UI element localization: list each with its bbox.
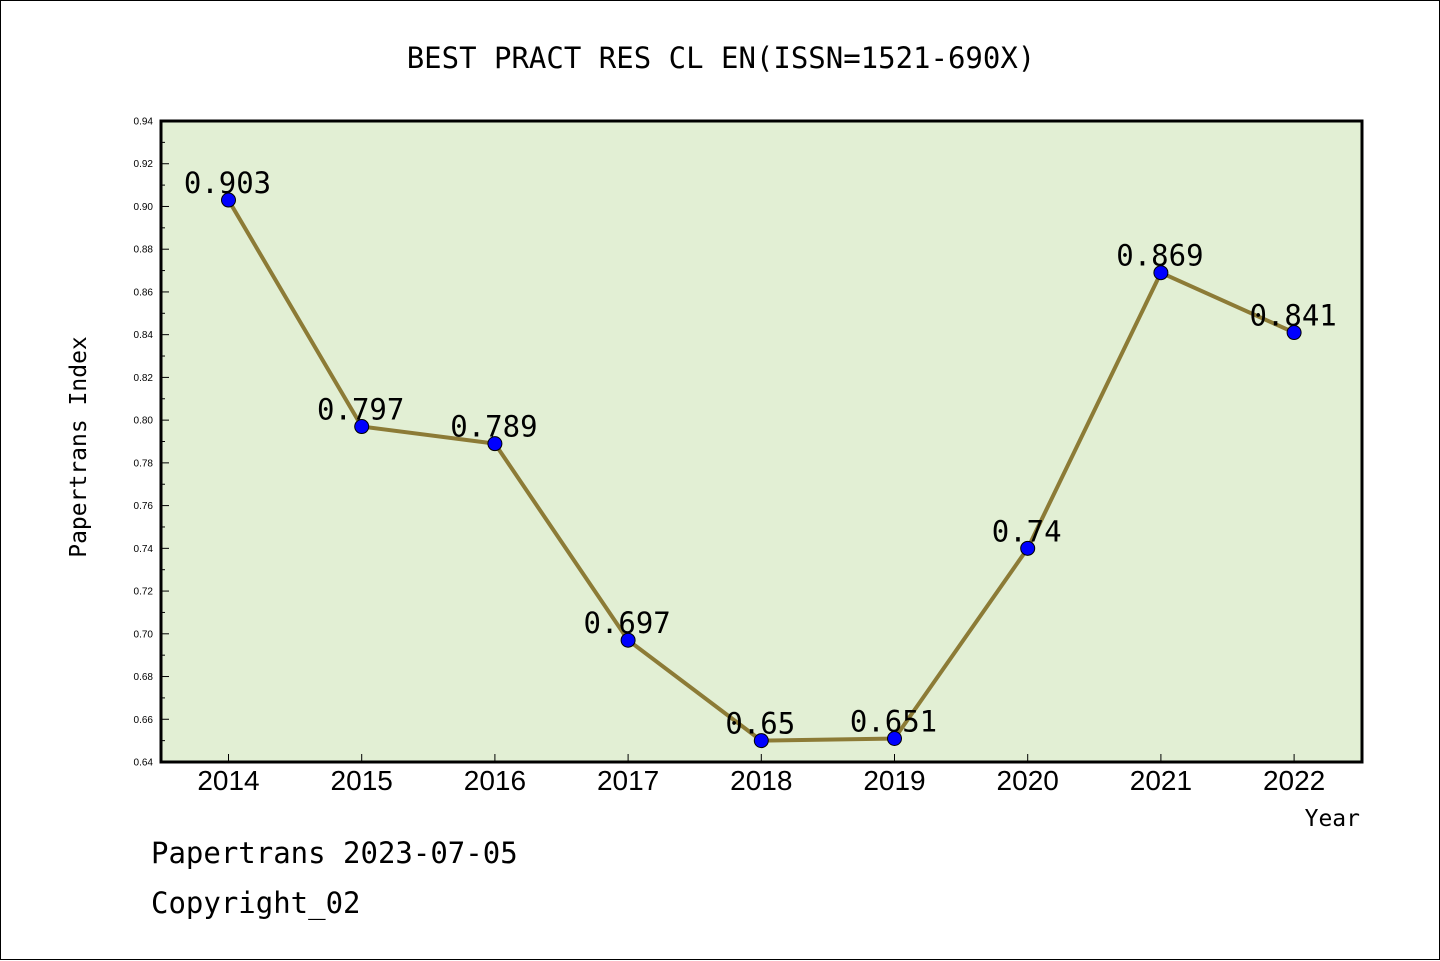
y-tick-label: 0.94 <box>134 117 154 128</box>
marker-group <box>221 192 1302 749</box>
y-tick-label: 0.76 <box>134 501 154 512</box>
y-axis: 0.64 0.66 0.68 0.70 0.72 0.74 0.76 0.78 0.80 0.82… <box>134 117 169 769</box>
data-label: 0.797 <box>317 393 404 427</box>
plot-area <box>159 119 1364 764</box>
y-tick-label: 0.86 <box>134 287 154 298</box>
footer-copyright: Copyright_02 <box>151 886 361 920</box>
data-point-marker <box>221 192 236 208</box>
data-label: 0.841 <box>1249 299 1336 333</box>
y-tick-label: 0.66 <box>134 715 154 726</box>
y-tick-label: 0.82 <box>134 373 154 384</box>
data-point-marker <box>354 419 370 435</box>
x-tick-label: 2020 <box>997 765 1059 796</box>
x-tick-label: 2022 <box>1263 765 1325 796</box>
x-tick-label: 2017 <box>597 765 659 796</box>
y-tick-label: 0.88 <box>134 245 154 256</box>
data-point-marker <box>1286 325 1302 341</box>
y-tick-label: 0.70 <box>134 629 154 640</box>
y-tick-label: 0.68 <box>134 672 154 683</box>
x-tick-label: 2019 <box>863 765 925 796</box>
data-label: 0.869 <box>1116 239 1203 273</box>
x-axis: 2014 2015 2016 2017 2018 2019 2020 2021 2022 <box>197 754 1325 796</box>
data-label: 0.903 <box>184 166 271 200</box>
y-axis-label: Papertrans Index <box>66 336 92 558</box>
data-label: 0.74 <box>992 514 1062 548</box>
data-label: 0.697 <box>583 606 670 640</box>
x-tick-label: 2021 <box>1130 765 1192 796</box>
data-label: 0.789 <box>450 410 537 444</box>
y-tick-label: 0.72 <box>134 587 154 598</box>
data-point-marker <box>487 436 503 452</box>
x-tick-label: 2018 <box>730 765 792 796</box>
x-tick-label: 2015 <box>331 765 393 796</box>
data-point-marker <box>887 730 902 746</box>
data-label-group: 0.903 0.797 0.789 0.697 0.65 0.651 0.74 0.869 0.… <box>184 166 1337 741</box>
x-axis-label: Year <box>1305 806 1360 832</box>
data-point-marker <box>753 733 769 749</box>
y-tick-label: 0.84 <box>134 330 154 341</box>
x-tick-label: 2014 <box>197 765 259 796</box>
x-tick-label: 2016 <box>464 765 526 796</box>
data-label: 0.651 <box>850 704 937 738</box>
footer-date: Papertrans 2023-07-05 <box>151 836 518 870</box>
chart-title: BEST PRACT RES CL EN(ISSN=1521-690X) <box>407 41 1036 75</box>
y-tick-label: 0.78 <box>134 458 154 469</box>
data-label: 0.65 <box>725 707 795 741</box>
data-point-marker <box>1153 265 1169 281</box>
y-tick-label: 0.92 <box>134 159 154 170</box>
data-point-marker <box>620 632 636 648</box>
y-tick-label: 0.80 <box>134 416 154 427</box>
y-tick-label: 0.90 <box>134 202 154 213</box>
y-tick-label: 0.64 <box>134 758 154 769</box>
y-tick-label: 0.74 <box>134 544 154 555</box>
data-point-marker <box>1020 540 1036 556</box>
